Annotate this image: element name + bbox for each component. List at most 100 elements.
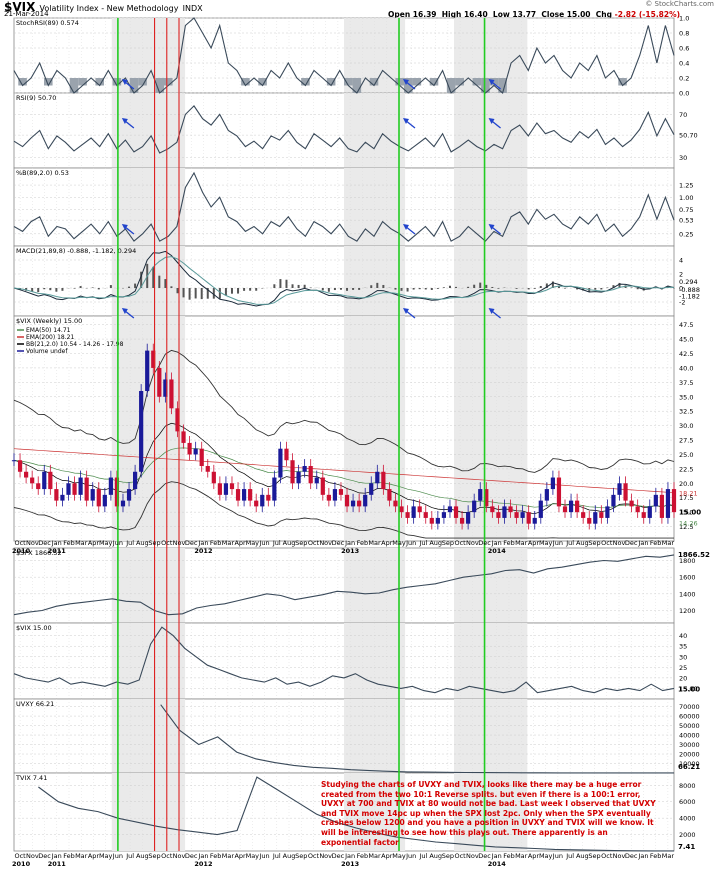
tick-label: 50000 [679, 722, 700, 730]
candle-body [290, 460, 295, 484]
tick-label: 25 [679, 664, 687, 672]
panel-1 [13, 92, 675, 169]
shade-band [111, 623, 186, 699]
tick-label: 70 [679, 111, 687, 119]
candle-body [411, 506, 416, 518]
x-month-label-bottom: Feb [63, 852, 75, 860]
tick-label: 4000 [679, 815, 696, 823]
candle-body [350, 500, 356, 507]
tick-label: 70000 [679, 703, 700, 711]
x-month-label-bottom: Dec [332, 852, 345, 860]
x-month-label-bottom: Mar [662, 852, 675, 860]
panel-label-2: %B(89,2.0) 0.53 [16, 169, 69, 177]
x-month-label-main: Apr [88, 539, 100, 547]
x-year-label-main: 2014 [488, 547, 507, 555]
candle-body [17, 460, 23, 472]
x-month-label-main: Sep [295, 539, 307, 547]
stochrsi-fill [404, 78, 413, 93]
tick-label: 1800 [679, 557, 696, 565]
candle-body [423, 512, 428, 518]
x-month-label-bottom: Dec [478, 852, 491, 860]
x-month-label-bottom: Feb [650, 852, 662, 860]
candle-body [623, 483, 628, 501]
panel-2 [13, 167, 675, 247]
price-legend [17, 329, 24, 352]
x-month-label-bottom: Jan [197, 852, 208, 860]
candle-body [405, 512, 410, 518]
candle-body [114, 477, 120, 507]
candle-body [399, 506, 404, 513]
x-year-label-bottom: 2012 [194, 860, 212, 868]
x-month-label-bottom: Feb [210, 852, 222, 860]
candle-body [357, 500, 362, 507]
x-month-label-bottom: Jan [637, 852, 648, 860]
stochrsi-fill [498, 78, 507, 93]
candle-body [587, 517, 592, 524]
candle-body [393, 500, 398, 507]
blue-arrow-head [121, 118, 128, 124]
x-month-label-main: Oct [454, 539, 466, 547]
x-month-label-main: Mar [662, 539, 675, 547]
symbol-name: Volatility Index - New Methodology [39, 4, 179, 13]
candle-body [599, 512, 604, 518]
candle-body [338, 489, 344, 495]
candle-body [108, 477, 113, 495]
x-month-label-main: Jan [491, 539, 502, 547]
candle-body [514, 512, 519, 518]
candle-body [133, 471, 138, 490]
pctb-line [13, 171, 675, 242]
candle-body [508, 506, 513, 513]
candle-body [205, 466, 210, 472]
vix-last-tag: 15.00 [678, 685, 700, 693]
blue-arrow-head [403, 79, 409, 85]
panel-label-7: UVXY 66.21 [16, 700, 54, 708]
stochrsi-fill [455, 78, 464, 86]
shade-band [111, 773, 186, 851]
candle-body [272, 477, 277, 501]
tick-label: 0.75 [679, 206, 693, 214]
candle-body [36, 483, 41, 490]
candle-body [496, 512, 501, 518]
candle-body [302, 466, 307, 472]
x-month-label-main: Nov [466, 539, 479, 547]
tick-label: 1600 [679, 574, 696, 582]
x-month-label-main: Jul [272, 539, 281, 547]
tick-label: 1.00 [679, 194, 693, 202]
x-month-label-bottom: Jan [51, 852, 62, 860]
stochrsi-fill [489, 78, 499, 86]
candle-body [568, 500, 574, 513]
x-month-label-bottom: Feb [503, 852, 515, 860]
low-label: Low [492, 10, 510, 19]
panel-5 [13, 547, 675, 624]
x-month-label-main: Feb [650, 539, 662, 547]
candle-body [387, 489, 392, 501]
panel-label-1: RSI(9) 50.70 [16, 94, 56, 102]
candle-body [48, 471, 53, 490]
tick-label: 2000 [679, 831, 696, 839]
stochrsi-fill [618, 78, 627, 86]
x-month-label-main: Dec [478, 539, 491, 547]
x-month-label-bottom: Sep [442, 852, 454, 860]
open-value: 16.39 [412, 10, 437, 19]
tick-label: 12.5 [679, 523, 693, 531]
panel-8 [13, 772, 675, 852]
x-year-label-bottom: 2010 [12, 860, 31, 868]
candle-body [90, 489, 95, 501]
candle-body [284, 448, 289, 461]
candle-body [24, 471, 29, 478]
high-value: 16.40 [463, 10, 488, 19]
stochrsi-fill [446, 78, 456, 93]
stochrsi-fill [164, 78, 173, 86]
tick-label: 0.0 [679, 90, 689, 98]
x-month-label-main: Jul [565, 539, 574, 547]
candle-body [187, 442, 192, 455]
ema200-tag: 18.21 [679, 490, 698, 498]
tick-label: 20.0 [679, 480, 693, 488]
x-month-label-main: Apr [234, 539, 246, 547]
candle-body [502, 506, 507, 518]
candle-body [151, 350, 156, 368]
shade-band [454, 548, 528, 623]
candle-body [229, 483, 235, 490]
x-month-label-bottom: Aug [283, 852, 296, 860]
blue-arrow-head [121, 224, 128, 230]
